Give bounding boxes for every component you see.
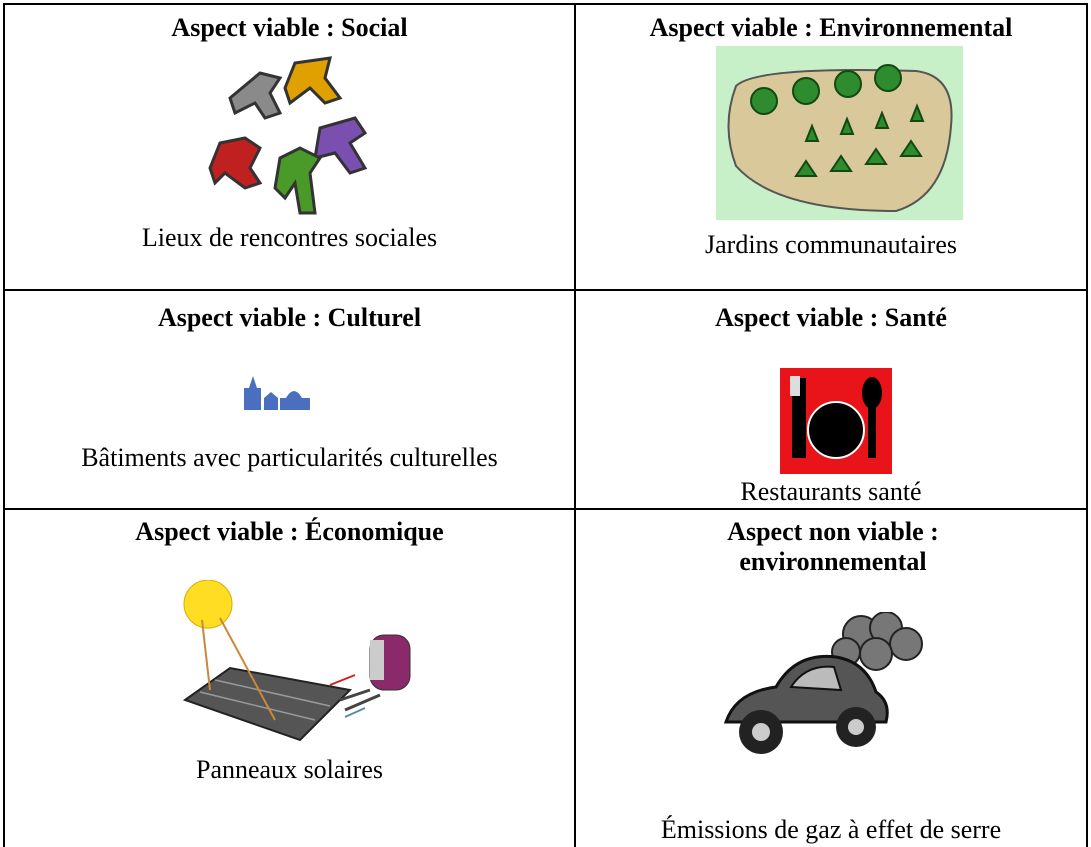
border — [3, 3, 5, 847]
border — [3, 508, 1088, 510]
cell-caption: Bâtiments avec particularités culturelle… — [81, 443, 498, 472]
cell-title: Aspect viable : Culturel — [157, 303, 422, 332]
cell-title: Aspect viable : Social — [171, 13, 408, 42]
border — [1086, 3, 1088, 847]
cell-caption: Lieux de rencontres sociales — [141, 223, 438, 252]
border — [574, 3, 576, 847]
health-icon — [780, 368, 892, 474]
solar-icon — [182, 580, 411, 742]
social-icon — [208, 56, 368, 215]
cell-caption: Émissions de gaz à effet de serre — [660, 815, 1002, 844]
garden-icon — [716, 46, 963, 220]
cell-caption: Jardins communautaires — [705, 230, 957, 259]
border — [3, 3, 1088, 5]
culture-icon — [244, 376, 310, 410]
cell-caption: Panneaux solaires — [195, 755, 383, 784]
cell-caption: Restaurants santé — [740, 477, 922, 506]
cell-title: Aspect non viable : environnemental — [727, 517, 939, 576]
car-icon — [723, 612, 923, 754]
border — [3, 289, 1088, 291]
cell-title: Aspect viable : Économique — [135, 517, 444, 546]
cell-title: Aspect viable : Santé — [715, 303, 947, 332]
cell-title: Aspect viable : Environnemental — [649, 13, 1013, 42]
